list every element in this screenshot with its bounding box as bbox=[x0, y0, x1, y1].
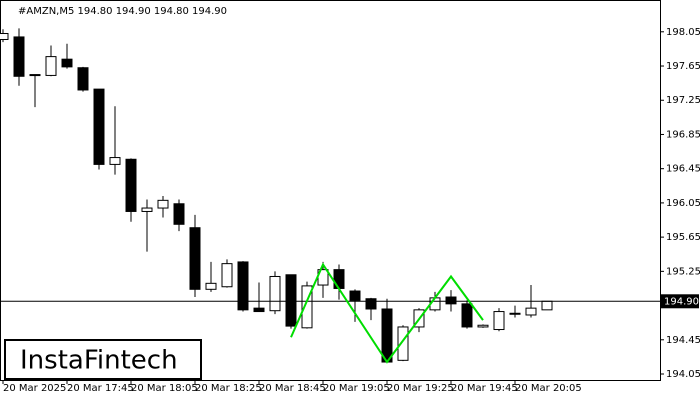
candle-body bbox=[365, 298, 377, 310]
plot-frame bbox=[0, 0, 661, 381]
candle-body bbox=[493, 311, 505, 331]
candle-body bbox=[525, 307, 537, 316]
pattern-line bbox=[290, 262, 484, 364]
candle-body bbox=[221, 263, 233, 288]
candle-body bbox=[445, 296, 457, 305]
y-tick-label: 195.25 bbox=[666, 266, 700, 277]
candle-body bbox=[45, 56, 57, 76]
candle-body bbox=[381, 308, 393, 363]
x-tick-label: 20 Mar 18:25 bbox=[195, 383, 262, 394]
x-tick-label: 20 Mar 2025 bbox=[3, 383, 66, 394]
logo: InstaFintech bbox=[20, 346, 178, 376]
x-tick-label: 20 Mar 18:45 bbox=[259, 383, 326, 394]
y-tick-label: 198.05 bbox=[666, 27, 700, 38]
x-tick-label: 20 Mar 18:05 bbox=[131, 383, 198, 394]
candle-body bbox=[269, 275, 281, 312]
x-tick-label: 20 Mar 17:45 bbox=[67, 383, 134, 394]
candle-body bbox=[301, 285, 313, 329]
candle-body bbox=[285, 274, 297, 327]
candle-body bbox=[205, 282, 217, 290]
logo-box bbox=[4, 339, 202, 380]
candle-body bbox=[13, 36, 25, 77]
y-tick-label: 194.05 bbox=[666, 369, 700, 380]
x-tick-label: 20 Mar 19:05 bbox=[323, 383, 390, 394]
candle-body bbox=[141, 207, 153, 212]
candle-body bbox=[125, 158, 137, 212]
candle-body bbox=[173, 203, 185, 225]
candle-body bbox=[61, 58, 73, 68]
price-label: 194.90 bbox=[664, 296, 699, 307]
chart-title: #AMZN,M5 194.80 194.90 194.80 194.90 bbox=[18, 6, 227, 17]
x-tick-label: 20 Mar 19:45 bbox=[451, 383, 518, 394]
x-tick-label: 20 Mar 19:25 bbox=[387, 383, 454, 394]
candle-body bbox=[509, 312, 521, 315]
y-tick-label: 195.65 bbox=[666, 232, 700, 243]
candle-body bbox=[77, 67, 89, 91]
y-tick-label: 197.25 bbox=[666, 95, 700, 106]
price-label-box bbox=[661, 294, 699, 309]
candle-body bbox=[189, 227, 201, 290]
candle-body bbox=[237, 261, 249, 311]
candle-body bbox=[349, 290, 361, 301]
y-tick-label: 196.05 bbox=[666, 198, 700, 209]
candle-body bbox=[461, 303, 473, 328]
candle-body bbox=[157, 199, 169, 209]
candle-body bbox=[0, 33, 9, 40]
y-tick-label: 194.45 bbox=[666, 335, 700, 346]
candle-body bbox=[333, 269, 345, 289]
candle-body bbox=[93, 88, 105, 165]
y-tick-label: 197.65 bbox=[666, 61, 700, 72]
candle-body bbox=[397, 326, 409, 361]
candle-body bbox=[29, 74, 41, 77]
candle-body bbox=[541, 300, 553, 311]
candle-body bbox=[109, 157, 121, 165]
candle-body bbox=[477, 324, 489, 328]
y-tick-label: 196.85 bbox=[666, 129, 700, 140]
candle-body bbox=[253, 307, 265, 313]
y-tick-label: 196.45 bbox=[666, 164, 700, 175]
x-tick-label: 20 Mar 20:05 bbox=[515, 383, 582, 394]
